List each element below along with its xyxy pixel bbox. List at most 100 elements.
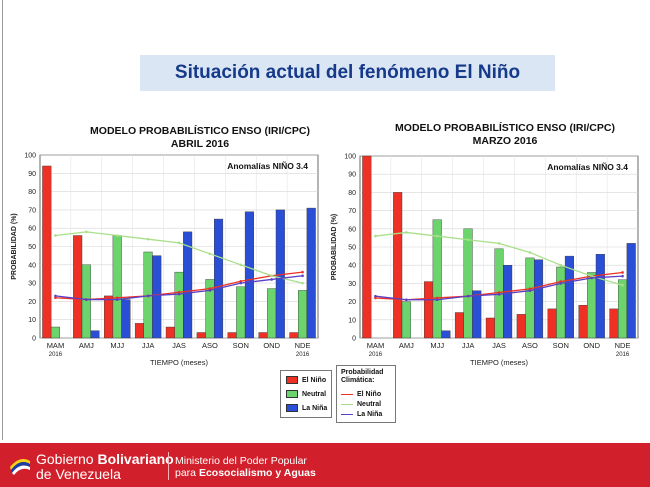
left-annotation: Anomalías NIÑO 3.4 xyxy=(227,161,308,171)
right-bar-lania xyxy=(626,243,636,339)
right-y-tick-label: 30 xyxy=(348,281,356,288)
slide-title-banner: Situación actual del fenómeno El Niño xyxy=(140,55,555,91)
right-line-point xyxy=(466,294,470,298)
left-chart-group: 0 10 20 30 40 50 60 70 80 90 100 MAM 2016 AMJ MJJ JJA JA… xyxy=(11,153,319,367)
left-line-point xyxy=(54,294,57,298)
right-line-point xyxy=(621,283,624,287)
left-bar-neutral xyxy=(236,286,246,339)
chart-left-subtitle: ABRIL 2016 xyxy=(170,138,230,150)
left-y-tick-label: 50 xyxy=(28,244,36,251)
slide-title: Situación actual del fenómeno El Niño xyxy=(174,62,521,83)
left-line-point xyxy=(146,237,150,241)
chart-right-title-line: MODELO PROBABILÍSTICO ENSO (IRI/CPC) xyxy=(395,122,615,134)
right-x-tick-label: JAS xyxy=(492,341,506,350)
left-bar-neutral xyxy=(298,290,308,339)
right-bar-elnio xyxy=(454,312,464,339)
right-line-point xyxy=(405,298,408,302)
left-line-point xyxy=(208,287,212,290)
chart-right-subtitle: MARZO 2016 xyxy=(472,135,538,147)
brand-venezuela: de Venezuela xyxy=(36,466,121,482)
right-y-tick-label: 20 xyxy=(348,299,356,306)
left-y-tick-label: 60 xyxy=(28,226,36,233)
right-x-tick-label: SON xyxy=(553,341,569,350)
right-bar-neutral xyxy=(463,228,473,339)
left-line-point xyxy=(208,289,212,292)
line-legend: Probabilidad Climática: El Niño Neutral … xyxy=(336,365,396,423)
left-y-tick-label: 100 xyxy=(24,153,36,160)
left-y-tick-label: 80 xyxy=(28,189,36,196)
brand-gobierno: Gobierno xyxy=(36,451,98,467)
line-legend-item-neutral: Neutral xyxy=(341,401,381,408)
left-bar-lania xyxy=(244,211,254,339)
right-y-tick-label: 100 xyxy=(344,154,356,161)
left-bar-lania xyxy=(90,330,100,339)
right-y-tick-label: 70 xyxy=(348,208,356,215)
government-brand: Gobierno Bolivariano de Venezuela xyxy=(36,452,174,482)
right-y-tick-label: 80 xyxy=(348,190,356,197)
left-bar-elnio xyxy=(134,323,144,339)
left-bar-elnio xyxy=(227,332,237,339)
left-x-axis-label: TIEMPO (meses) xyxy=(150,358,208,367)
left-bar-elnio xyxy=(196,332,206,339)
left-y-tick-label: 30 xyxy=(28,281,36,288)
right-x-tick-label: MAM xyxy=(367,341,385,350)
right-line-point xyxy=(497,291,501,294)
left-bar-lania xyxy=(306,207,316,339)
right-bar-neutral xyxy=(432,219,442,339)
right-x-tick-label: NDE xyxy=(615,341,631,350)
right-bar-neutral xyxy=(587,272,597,339)
chart-left-title-line: MODELO PROBABILÍSTICO ENSO (IRI/CPC) xyxy=(90,125,310,137)
left-line-point xyxy=(177,241,181,245)
right-bar-elnio xyxy=(393,192,403,339)
legend-item-la-nina: La Niña xyxy=(286,404,327,412)
left-line-point xyxy=(54,234,57,237)
right-bar-elnio xyxy=(485,317,495,339)
right-line-point xyxy=(497,242,501,245)
left-line-point xyxy=(270,278,273,281)
ministry-name: Ministerio del Poder Popular para Ecosoc… xyxy=(175,455,316,479)
right-bar-neutral xyxy=(401,301,411,339)
ministry-line-1: Ministerio del Poder Popular xyxy=(175,455,307,467)
left-x-tick-label: MAM xyxy=(47,341,65,350)
right-line-point xyxy=(497,293,501,296)
right-bar-lania xyxy=(595,254,605,339)
legend-swatch-neutral xyxy=(286,390,298,398)
left-line-point xyxy=(146,294,150,298)
right-line-point xyxy=(528,251,532,254)
left-y-tick-label: 10 xyxy=(28,317,36,324)
right-bar-lania xyxy=(564,255,574,339)
venezuela-flag-icon xyxy=(10,459,30,475)
left-bar-elnio xyxy=(165,326,175,339)
right-x-tick-label: ASO xyxy=(522,341,538,350)
chart-left-title: MODELO PROBABILÍSTICO ENSO (IRI/CPC) ABR… xyxy=(40,125,360,151)
right-y-tick-label: 90 xyxy=(348,172,356,179)
left-x-tick-label: JAS xyxy=(172,341,186,350)
right-bar-neutral xyxy=(618,279,628,339)
right-x-tick-label: OND xyxy=(583,341,600,350)
right-line-point xyxy=(528,287,532,291)
line-legend-label-la-nina: La Niña xyxy=(357,411,383,418)
right-bar-lania xyxy=(534,259,544,339)
left-bar-neutral xyxy=(50,326,60,339)
right-bar-elnio xyxy=(578,305,588,339)
left-x-tick-label: ASO xyxy=(202,341,218,350)
left-x-tick-label: AMJ xyxy=(79,341,94,350)
left-y-tick-label: 40 xyxy=(28,262,36,269)
left-line-point xyxy=(85,230,88,234)
left-edge-rule xyxy=(2,0,3,440)
left-line-point xyxy=(115,234,119,237)
right-y-tick-label: 60 xyxy=(348,226,356,233)
right-line-point xyxy=(559,263,563,267)
left-y-axis-label: PROBABILIDAD (%) xyxy=(11,213,18,280)
brand-bolivariano: Bolivariano xyxy=(97,451,174,467)
footer-separator xyxy=(168,452,169,480)
chart-right-title: MODELO PROBABILÍSTICO ENSO (IRI/CPC) MAR… xyxy=(345,122,650,148)
line-legend-stroke-la-nina xyxy=(341,413,353,416)
line-legend-item-el-nino: El Niño xyxy=(341,391,381,398)
right-line-point xyxy=(559,282,563,285)
left-bar-neutral xyxy=(174,271,184,339)
line-legend-title-2: Climática: xyxy=(341,377,375,384)
right-chart-group: 0 10 20 30 40 50 60 70 80 90 100 MAM 2016 AMJ MJJ JJA JA… xyxy=(331,154,639,367)
line-legend-stroke-el-nino xyxy=(341,393,353,396)
